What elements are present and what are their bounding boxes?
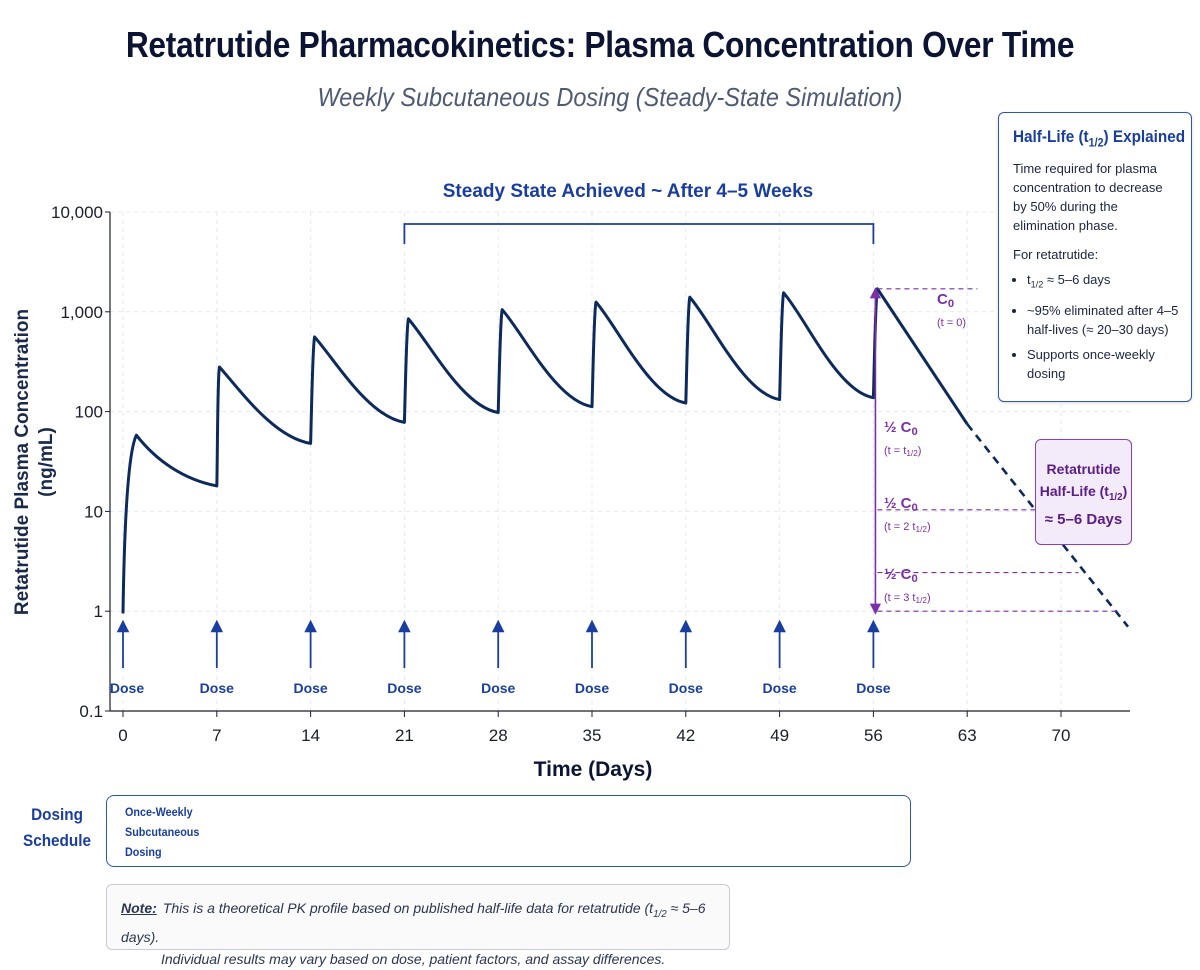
x-tick-label: 35 bbox=[583, 726, 602, 745]
dose-label: Dose bbox=[293, 680, 327, 696]
x-axis-label: Time (Days) bbox=[534, 758, 653, 781]
half-c0-label-2: ½ C0 bbox=[884, 495, 918, 514]
y-tick-label: 10 bbox=[84, 502, 103, 521]
dose-label: Dose bbox=[575, 680, 609, 696]
schedule-label-line1: Dosing bbox=[31, 805, 83, 824]
info-box-description: Time required for plasma concentration t… bbox=[1013, 161, 1163, 234]
x-tick-label: 56 bbox=[864, 726, 883, 745]
half-c0-note-1: (t = t1/2) bbox=[884, 445, 921, 458]
x-tick-label: 42 bbox=[676, 726, 695, 745]
info-box-for-label: For retatrutide: bbox=[1013, 247, 1099, 263]
x-tick-label: 14 bbox=[301, 726, 320, 745]
info-bullet-half-life: t1/2 ≈ 5–6 days bbox=[1027, 270, 1179, 295]
y-tick-label: 10,000 bbox=[51, 203, 103, 222]
dose-label: Dose bbox=[669, 680, 703, 696]
dose-label: Dose bbox=[856, 680, 890, 696]
half-life-info-box: Half-Life (t1/2) Explained Time required… bbox=[998, 112, 1192, 402]
schedule-label-line2: Schedule bbox=[22, 831, 92, 850]
dose-label: Dose bbox=[387, 680, 421, 696]
dose-label: Dose bbox=[762, 680, 796, 696]
x-tick-label: 70 bbox=[1052, 726, 1071, 745]
x-tick-label: 28 bbox=[489, 726, 508, 745]
half-c0-note-2: (t = 2 t1/2) bbox=[884, 521, 931, 534]
y-tick-label: 1,000 bbox=[60, 303, 103, 322]
callout-line2: Half-Life (t1/2) bbox=[1039, 483, 1128, 503]
schedule-text-line1: Once-Weekly bbox=[125, 805, 193, 819]
info-box-bullets: t1/2 ≈ 5–6 days ~95% eliminated after 4–… bbox=[1013, 270, 1179, 383]
callout-line3: ≈ 5–6 Days bbox=[1044, 510, 1123, 528]
c0-label: C0 bbox=[937, 291, 954, 310]
y-tick-label: 0.1 bbox=[79, 702, 103, 721]
schedule-description: Once-Weekly Subcutaneous Dosing bbox=[125, 802, 200, 862]
dose-label: Dose bbox=[110, 680, 144, 696]
dose-label: Dose bbox=[481, 680, 515, 696]
x-tick-label: 63 bbox=[958, 726, 977, 745]
half-c0-label-3: ½ C0 bbox=[884, 566, 918, 585]
x-tick-label: 21 bbox=[395, 726, 414, 745]
concentration-curve bbox=[121, 287, 969, 614]
y-tick-label: 1 bbox=[94, 602, 103, 621]
info-bullet-elimination: ~95% eliminated after 4–5 half-lives (≈ … bbox=[1027, 301, 1179, 339]
dose-label: Dose bbox=[200, 680, 234, 696]
note-line1: This is a theoretical PK profile based o… bbox=[121, 900, 706, 945]
x-tick-label: 0 bbox=[118, 726, 127, 745]
schedule-text-line3: Dosing bbox=[125, 845, 162, 859]
half-c0-note-3: (t = 3 t1/2) bbox=[884, 592, 931, 605]
schedule-text-line2: Subcutaneous bbox=[125, 825, 200, 839]
dosing-schedule-box: Once-Weekly Subcutaneous Dosing bbox=[106, 795, 911, 867]
disclaimer-note: Note: This is a theoretical PK profile ba… bbox=[106, 884, 730, 967]
y-axis-label: Retatrutide Plasma Concentration (ng/mL) bbox=[12, 309, 57, 615]
half-c0-label-1: ½ C0 bbox=[884, 419, 918, 438]
note-label: Note: bbox=[121, 900, 157, 916]
callout-line1: Retatrutide bbox=[1046, 461, 1121, 477]
chart-title: Retatrutide Pharmacokinetics: Plasma Con… bbox=[125, 24, 1075, 65]
c0-note: (t = 0) bbox=[937, 317, 966, 329]
y-tick-label: 100 bbox=[75, 403, 103, 422]
dosing-schedule-label: Dosing Schedule bbox=[18, 802, 95, 854]
x-tick-label: 49 bbox=[770, 726, 789, 745]
x-tick-label: 7 bbox=[212, 726, 221, 745]
info-bullet-dosing: Supports once-weekly dosing bbox=[1027, 345, 1179, 383]
note-line2: Individual results may vary based on dos… bbox=[161, 950, 666, 967]
info-box-title: Half-Life (t1/2) Explained bbox=[1013, 127, 1186, 150]
steady-state-label: Steady State Achieved ~ After 4–5 Weeks bbox=[443, 181, 814, 202]
half-life-callout: Retatrutide Half-Life (t1/2) ≈ 5–6 Days bbox=[1035, 439, 1132, 545]
steady-state-bracket bbox=[403, 223, 875, 244]
chart-subtitle: Weekly Subcutaneous Dosing (Steady-State… bbox=[317, 82, 903, 112]
